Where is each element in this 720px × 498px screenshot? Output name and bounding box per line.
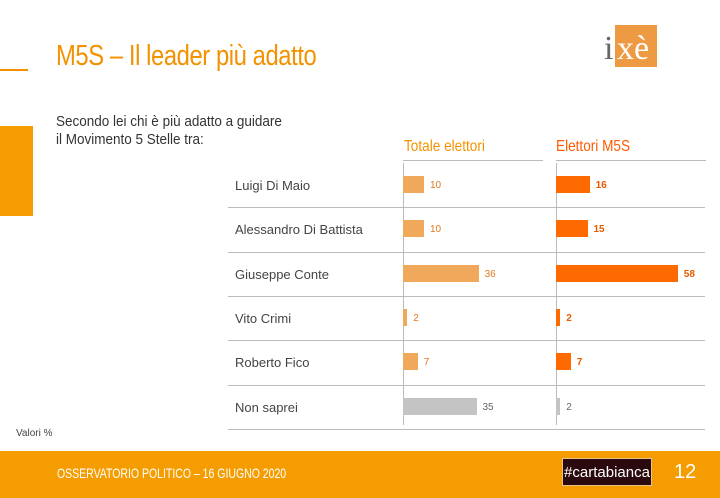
bar-totale bbox=[403, 220, 424, 238]
header-rule-left bbox=[403, 160, 543, 161]
page-title: M5S – Il leader più adatto bbox=[56, 40, 317, 72]
axis-left bbox=[403, 163, 404, 425]
bar-m5s bbox=[556, 353, 571, 371]
title-rule bbox=[0, 69, 28, 71]
bar-totale bbox=[403, 308, 408, 326]
ixe-logo: i xè bbox=[603, 23, 657, 69]
bar-totale bbox=[403, 264, 479, 282]
category-label: Luigi Di Maio bbox=[235, 178, 311, 193]
axis-right bbox=[556, 163, 557, 425]
category-label: Giuseppe Conte bbox=[235, 266, 329, 282]
header-totale: Totale elettori bbox=[404, 138, 485, 155]
row-divider bbox=[228, 428, 705, 430]
bar-totale bbox=[403, 176, 424, 193]
values-note: Valori % bbox=[16, 428, 53, 439]
data-label-totale: 10 bbox=[430, 224, 442, 236]
svg-text:i: i bbox=[604, 30, 613, 67]
category-label: Alessandro Di Battista bbox=[235, 222, 363, 238]
row-divider bbox=[228, 295, 705, 297]
data-label-m5s: 16 bbox=[595, 180, 607, 191]
data-label-m5s: 2 bbox=[566, 401, 572, 413]
bar-totale bbox=[403, 353, 418, 371]
category-label: Non saprei bbox=[235, 399, 298, 415]
row-divider bbox=[228, 384, 705, 386]
page-number: 12 bbox=[674, 461, 697, 483]
data-label-totale: 10 bbox=[430, 180, 442, 191]
data-label-totale: 2 bbox=[413, 312, 419, 324]
bar-m5s bbox=[556, 397, 561, 415]
category-label: Roberto Fico bbox=[235, 355, 310, 371]
data-label-totale: 36 bbox=[484, 268, 496, 280]
row-divider bbox=[228, 251, 705, 253]
data-label-totale: 35 bbox=[482, 401, 494, 413]
bar-m5s bbox=[556, 308, 561, 326]
row-divider bbox=[228, 207, 705, 209]
svg-text:xè: xè bbox=[617, 30, 649, 67]
data-label-m5s: 7 bbox=[576, 357, 583, 369]
bar-m5s bbox=[556, 264, 678, 282]
bar-m5s bbox=[556, 176, 590, 193]
question-text: Secondo lei chi è più adatto a guidare i… bbox=[56, 113, 282, 148]
category-label: Vito Crimi bbox=[235, 310, 292, 326]
cartabianca-badge: #cartabianca bbox=[562, 458, 652, 486]
bar-totale bbox=[403, 397, 477, 415]
bar-m5s bbox=[556, 220, 588, 238]
header-rule-right bbox=[556, 160, 706, 161]
accent-block bbox=[0, 126, 33, 216]
data-label-m5s: 58 bbox=[683, 268, 695, 280]
row-divider bbox=[228, 340, 705, 342]
data-label-totale: 7 bbox=[423, 357, 430, 369]
data-label-m5s: 15 bbox=[593, 224, 605, 236]
data-label-m5s: 2 bbox=[566, 312, 572, 324]
header-m5s: Elettori M5S bbox=[556, 138, 631, 155]
footer-text: OSSERVATORIO POLITICO – 16 GIUGNO 2020 bbox=[57, 465, 287, 481]
